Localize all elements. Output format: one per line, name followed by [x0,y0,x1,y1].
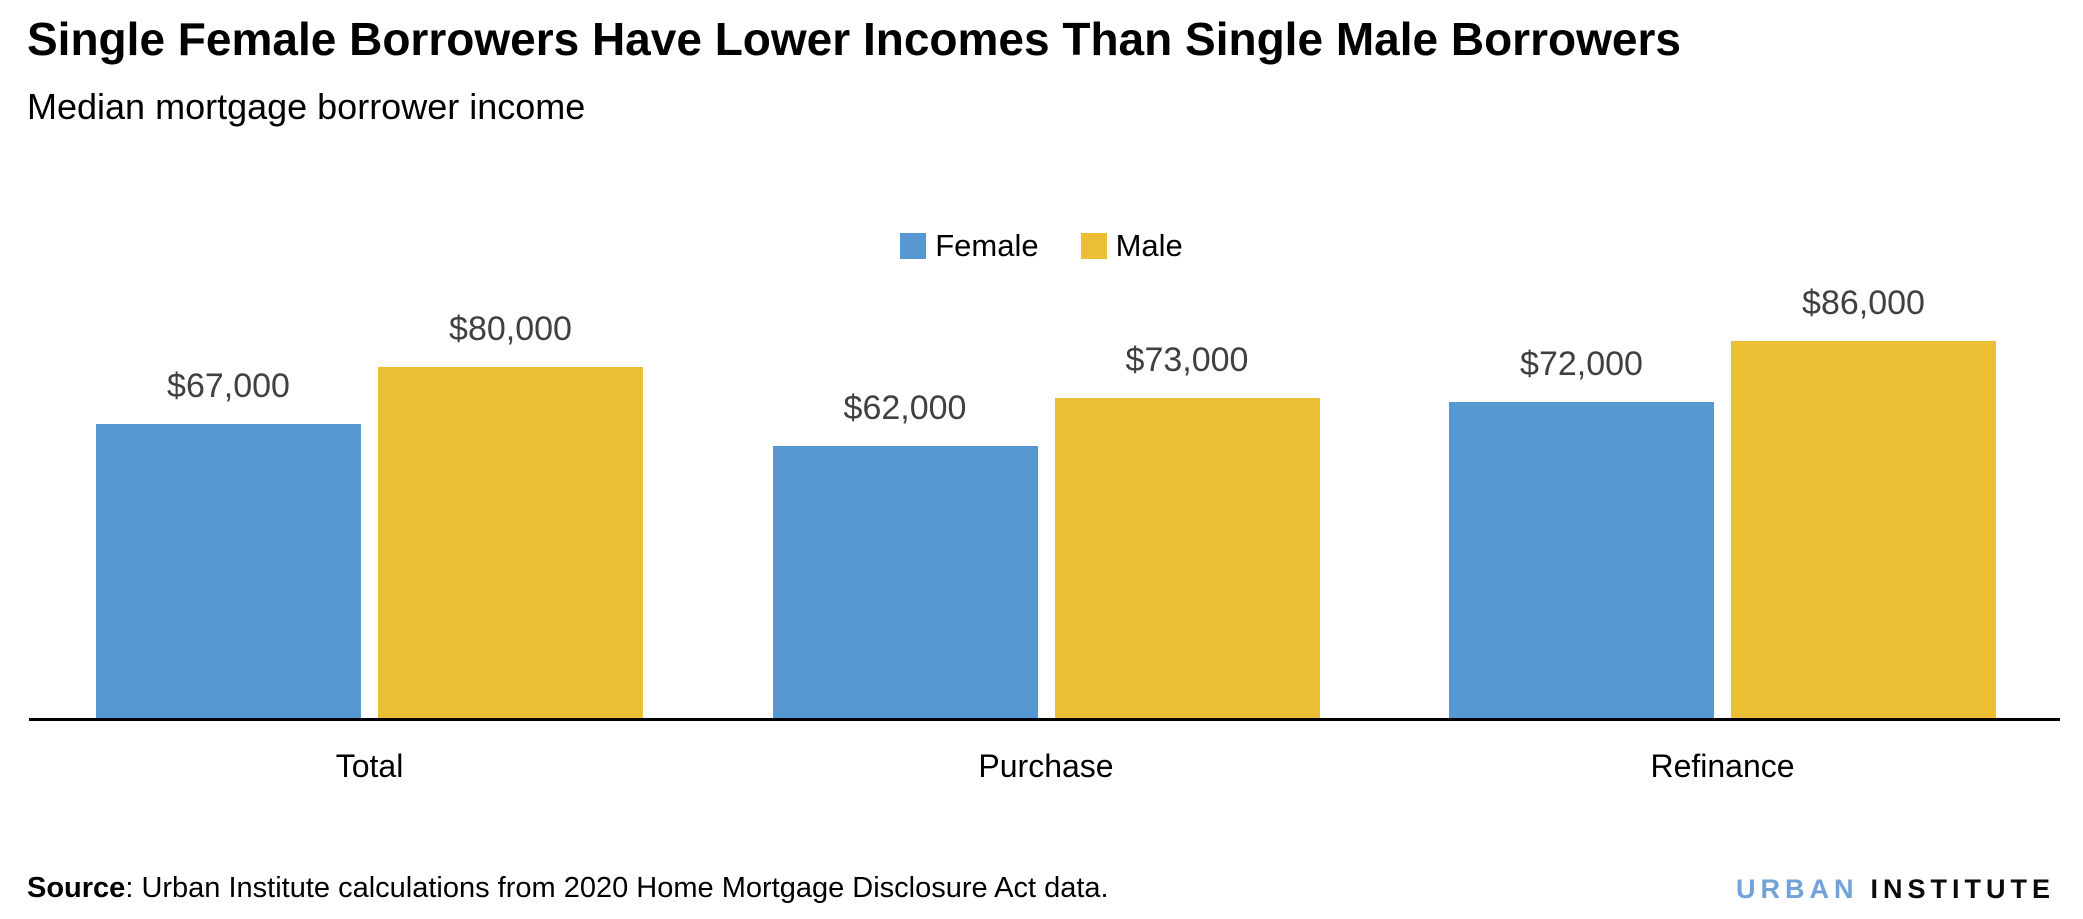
source-note: Source: Urban Institute calculations fro… [27,872,1109,905]
logo-institute-word: INSTITUTE [1870,874,2055,904]
value-label: $62,000 [843,389,967,427]
value-label: $67,000 [167,367,290,405]
bar-rect [1054,398,1320,718]
x-axis-label-purchase: Purchase [978,748,1114,784]
category-labels: Total Purchase Refinance [96,748,1996,785]
bar-female-purchase: $62,000 [772,389,1038,718]
bar-rect [772,446,1038,718]
value-label: $72,000 [1520,345,1643,383]
bar-rect [96,424,361,718]
value-label: $80,000 [449,310,572,348]
bar-rect [1449,402,1714,718]
x-axis-label-refinance: Refinance [1650,748,1795,784]
bar-rect [1731,341,1996,718]
bar-group-purchase: $62,000 $73,000 [772,341,1320,718]
legend-label-male: Male [1115,228,1183,263]
chart-title: Single Female Borrowers Have Lower Incom… [27,13,1681,65]
legend-item-female: Female [900,228,1039,264]
logo-urban-word: URBAN [1736,874,1859,904]
male-swatch-icon [1080,233,1107,259]
value-label: $86,000 [1802,284,1925,322]
plot-area: $67,000 $80,000 $62,000 $73,000 $72,000 $86,0… [29,224,2060,721]
value-label: $73,000 [1125,341,1249,379]
legend-label-female: Female [935,228,1039,263]
bar-group-total: $67,000 $80,000 [96,310,643,718]
bar-female-refinance: $72,000 [1449,345,1714,718]
bar-male-total: $80,000 [378,310,643,718]
bar-male-purchase: $73,000 [1054,341,1320,718]
x-axis-label-total: Total [335,748,404,784]
urban-institute-logo: URBAN INSTITUTE [1736,874,2055,905]
legend: Female Male [0,228,2083,264]
bar-rect [378,367,643,718]
legend-item-male: Male [1080,228,1183,264]
bar-female-total: $67,000 [96,367,361,718]
source-label: Source [27,872,126,904]
female-swatch-icon [900,233,927,259]
bar-male-refinance: $86,000 [1731,284,1996,718]
source-text: : Urban Institute calculations from 2020… [125,872,1109,904]
bars-row: $67,000 $80,000 $62,000 $73,000 $72,000 $86,0… [29,224,2060,718]
chart-subtitle: Median mortgage borrower income [27,86,586,127]
bar-group-refinance: $72,000 $86,000 [1449,284,1996,718]
